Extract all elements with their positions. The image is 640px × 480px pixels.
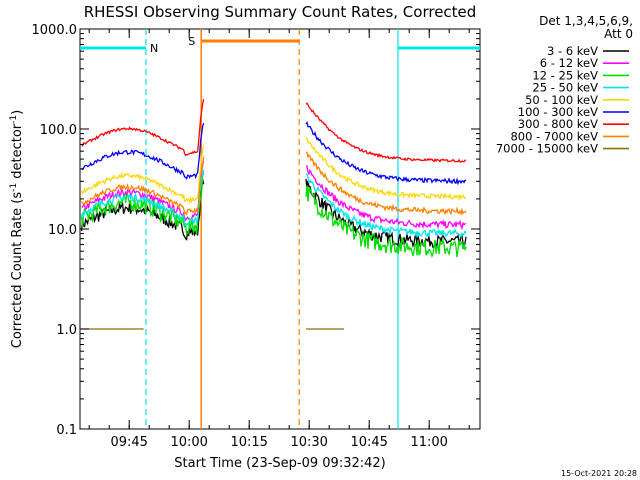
series-line-pre-gap — [81, 98, 205, 157]
legend-entry-label: 12 - 25 keV — [532, 68, 598, 82]
footer-date: 15-Oct-2021 20:28 — [561, 469, 637, 478]
series-line-post-gap — [305, 121, 467, 186]
y-tick-label: 100.0 — [40, 123, 77, 138]
series-line-pre-gap — [81, 157, 205, 216]
y-tick-label: 0.1 — [56, 423, 77, 438]
axis-ticks: 1000.0 100.0 10.0 1.0 0.1 09:45 10:00 10:15 10:3… — [32, 23, 480, 450]
series-line-pre-gap — [80, 173, 205, 237]
y-tick-label: 10.0 — [48, 223, 77, 238]
series-line-post-gap — [305, 137, 467, 201]
x-tick-label: 10:45 — [350, 435, 387, 450]
chart-title: RHESSI Observing Summary Count Rates, Co… — [84, 3, 477, 21]
series-lines — [80, 98, 467, 330]
overlay-markers: NS — [80, 29, 480, 429]
series-line-pre-gap — [80, 179, 205, 241]
series-line-pre-gap — [80, 169, 205, 227]
y-tick-label: 1.0 — [56, 323, 77, 338]
legend-entry-label: 300 - 800 keV — [518, 117, 598, 131]
legend-entry-label: 800 - 7000 keV — [510, 129, 598, 143]
legend-entry-label: 7000 - 15000 keV — [496, 142, 598, 156]
x-axis-label: Start Time (23-Sep-09 09:32:42) — [174, 456, 385, 471]
x-tick-label: 10:15 — [230, 435, 267, 450]
legend-entry-label: 50 - 100 keV — [525, 93, 598, 107]
series-line-post-gap — [305, 172, 467, 239]
legend-entry-label: 25 - 50 keV — [532, 81, 598, 95]
series-line-pre-gap — [81, 122, 205, 180]
y-tick-label: 1000.0 — [32, 23, 78, 38]
series-line-post-gap — [305, 151, 467, 216]
series-line-post-gap — [305, 102, 467, 163]
x-tick-label: 11:00 — [410, 435, 447, 450]
legend-entry-label: 3 - 6 keV — [547, 44, 598, 58]
legend-header-line1: Det 1,3,4,5,6,9, — [539, 14, 633, 28]
x-tick-label: 09:45 — [110, 435, 147, 450]
saa-marker-label: S — [188, 35, 195, 48]
legend-entry-label: 6 - 12 keV — [540, 56, 598, 70]
series-line-post-gap — [306, 165, 467, 231]
night-marker-label: N — [150, 42, 158, 55]
x-tick-label: 10:30 — [290, 435, 327, 450]
x-tick-label: 10:00 — [170, 435, 207, 450]
legend-entry-label: 100 - 300 keV — [518, 105, 598, 119]
plot-frame — [79, 28, 481, 430]
legend-header-line2: Att 0 — [604, 27, 633, 41]
series-line-pre-gap — [80, 144, 205, 205]
y-axis-label: Corrected Count Rate (s-1 detector-1) — [9, 110, 25, 348]
series-line-post-gap — [305, 185, 467, 259]
